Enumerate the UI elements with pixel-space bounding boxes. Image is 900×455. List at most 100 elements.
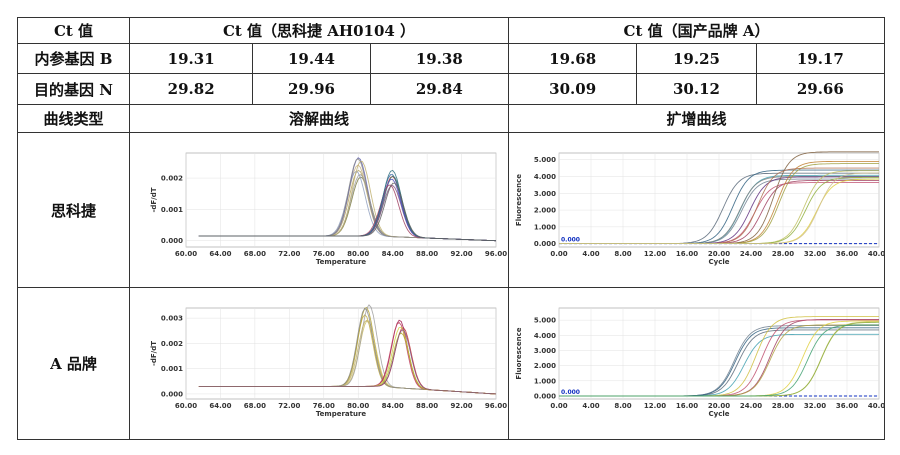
x-tick-label: 64.00 <box>209 250 231 258</box>
x-tick-label: 68.00 <box>244 250 266 258</box>
table-cell: 29.84 <box>369 73 510 105</box>
x-tick-label: 80.00 <box>347 402 369 410</box>
table-cell: 19.38 <box>369 43 510 74</box>
x-tick-label: 0.00 <box>550 402 567 410</box>
y-tick-label: 0.001 <box>161 206 183 214</box>
y-tick-label: 5.000 <box>534 156 556 164</box>
melt-curve-line <box>198 329 497 395</box>
x-tick-label: 8.00 <box>614 402 631 410</box>
x-tick-label: 16.00 <box>676 402 698 410</box>
header-group-sikejie: Ct 值（思科捷 AH0104 ） <box>129 17 509 44</box>
x-tick-label: 20.00 <box>708 402 730 410</box>
x-tick-label: 80.00 <box>347 250 369 258</box>
table-cell: 30.12 <box>636 73 757 105</box>
x-axis-label: Cycle <box>709 258 730 266</box>
amp-curve-line <box>559 324 879 397</box>
y-tick-label: 0.000 <box>161 390 183 398</box>
x-axis-label: Temperature <box>316 410 367 418</box>
y-axis-label: Fluorescence <box>515 327 523 379</box>
y-tick-label: 0.003 <box>161 315 183 323</box>
row-label-curve-type: 曲线类型 <box>17 104 130 133</box>
table-cell: 29.82 <box>128 73 254 105</box>
y-tick-label: 4.000 <box>534 332 556 340</box>
x-tick-label: 68.00 <box>244 402 266 410</box>
plot-area <box>185 152 497 248</box>
y-tick-label: 2.000 <box>534 362 556 370</box>
amp-curve-chart-sikejie: 0.00 4.00 8.00 12.00 16.00 20.00 24.00 28.00 32.… <box>515 151 890 266</box>
row-label-reference-gene: 内参基因 B <box>17 43 130 74</box>
x-tick-label: 92.00 <box>450 402 472 410</box>
x-tick-label: 0.00 <box>550 250 567 258</box>
y-axis-label: -dF/dT <box>150 341 158 366</box>
x-tick-label: 88.00 <box>416 250 438 258</box>
x-tick-label: 24.00 <box>740 250 762 258</box>
melt-curve-chart-abrand: 60.00 64.00 68.00 72.00 76.00 80.00 84.00 88.00… <box>150 304 507 418</box>
header-melt-curve: 溶解曲线 <box>129 104 509 133</box>
x-tick-label: 4.00 <box>582 402 599 410</box>
y-tick-label: 0.000 <box>534 240 556 248</box>
table-cell: 19.31 <box>128 43 254 74</box>
x-tick-label: 72.00 <box>278 250 300 258</box>
y-tick-label: 0.000 <box>534 392 556 400</box>
y-tick-label: 3.000 <box>534 190 556 198</box>
y-tick-label: 0.002 <box>161 340 183 348</box>
x-tick-label: 32.00 <box>804 250 826 258</box>
x-tick-label: 12.00 <box>644 402 666 410</box>
y-tick-label: 0.002 <box>161 175 183 183</box>
x-tick-label: 60.00 <box>175 250 197 258</box>
x-tick-label: 72.00 <box>278 402 300 410</box>
x-tick-label: 24.00 <box>740 402 762 410</box>
amp-curve-line <box>559 172 880 245</box>
x-axis-label: Cycle <box>709 410 730 418</box>
melt-plot-cell: 60.00 64.00 68.00 72.00 76.00 80.00 84.00 88.00… <box>129 132 509 288</box>
y-tick-label: 4.000 <box>534 173 556 181</box>
x-tick-label: 40.00 <box>868 250 884 258</box>
y-axis-label: Fluorescence <box>515 174 523 226</box>
y-tick-label: 5.000 <box>534 317 556 325</box>
y-tick-label: 1.000 <box>534 223 556 231</box>
x-tick-label: 28.00 <box>772 250 794 258</box>
melt-curve-line <box>198 182 497 242</box>
header-ct-label: Ct 值 <box>17 17 130 44</box>
table-cell: 19.44 <box>252 43 371 74</box>
x-axis-label: Temperature <box>316 258 367 266</box>
x-tick-label: 92.00 <box>450 250 472 258</box>
y-tick-label: 0.000 <box>161 237 183 245</box>
table-cell: 19.17 <box>755 43 886 74</box>
ct-comparison-table: Ct 值 Ct 值（思科捷 AH0104 ） Ct 值（国产品牌 A） 内参基因… <box>17 17 890 440</box>
x-tick-label: 84.00 <box>382 402 404 410</box>
row-label-target-gene: 目的基因 N <box>17 73 130 105</box>
x-tick-label: 20.00 <box>708 250 730 258</box>
table-cell: 19.25 <box>636 43 757 74</box>
table-cell: 30.09 <box>507 73 638 105</box>
x-tick-label: 32.00 <box>804 402 826 410</box>
table-cell: 19.68 <box>507 43 638 74</box>
x-tick-label: 8.00 <box>614 250 631 258</box>
table-cell: 29.96 <box>252 73 371 105</box>
header-amp-curve: 扩增曲线 <box>508 104 885 133</box>
threshold-label: 0.000 <box>561 237 580 244</box>
y-axis-label: -dF/dT <box>150 187 158 212</box>
melt-plot-cell: 60.00 64.00 68.00 72.00 76.00 80.00 84.00 88.00… <box>129 287 509 440</box>
x-tick-label: 88.00 <box>416 402 438 410</box>
x-tick-label: 96.00 <box>485 402 507 410</box>
x-tick-label: 76.00 <box>313 402 335 410</box>
amp-plot-cell: 0.00 4.00 8.00 12.00 16.00 20.00 24.00 28.00 32.… <box>508 132 890 288</box>
x-tick-label: 60.00 <box>175 402 197 410</box>
x-tick-label: 16.00 <box>676 250 698 258</box>
header-group-abrand: Ct 值（国产品牌 A） <box>508 17 885 44</box>
x-tick-label: 40.00 <box>868 402 884 410</box>
y-tick-label: 2.000 <box>534 207 556 215</box>
y-tick-label: 1.000 <box>534 377 556 385</box>
x-tick-label: 36.00 <box>836 250 858 258</box>
x-tick-label: 76.00 <box>313 250 335 258</box>
y-tick-label: 3.000 <box>534 347 556 355</box>
row-label-abrand: A 品牌 <box>17 287 130 440</box>
x-tick-label: 84.00 <box>382 250 404 258</box>
threshold-label: 0.000 <box>561 389 580 396</box>
row-label-sikejie: 思科捷 <box>17 132 130 288</box>
x-tick-label: 4.00 <box>582 250 599 258</box>
y-tick-label: 0.001 <box>161 365 183 373</box>
x-tick-label: 36.00 <box>836 402 858 410</box>
melt-curve-chart-sikejie: 60.00 64.00 68.00 72.00 76.00 80.00 84.00 88.00… <box>150 152 507 266</box>
